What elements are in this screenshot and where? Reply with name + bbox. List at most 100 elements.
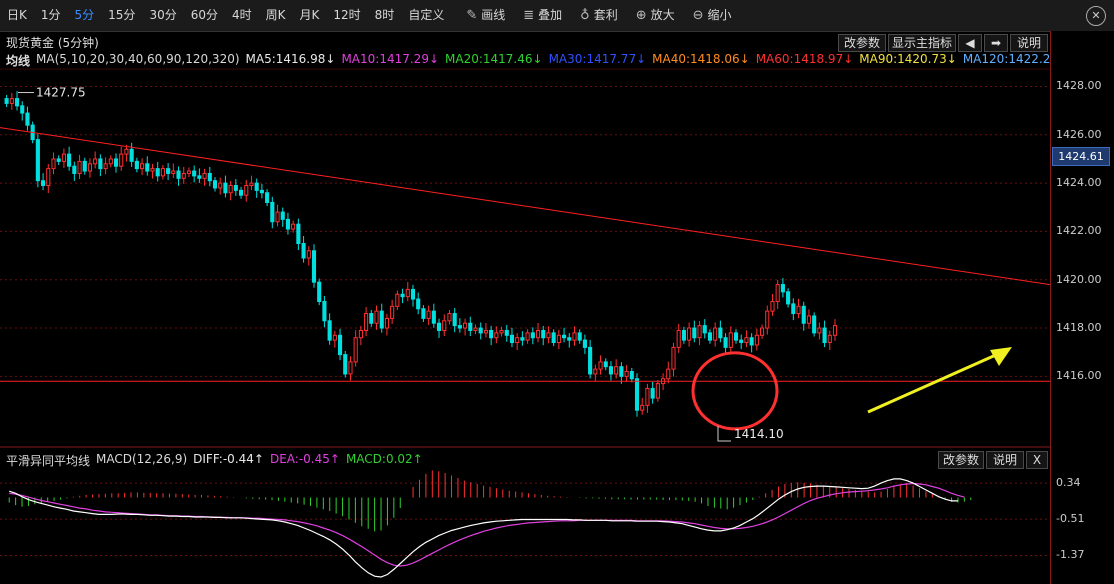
candle-body bbox=[442, 320, 447, 331]
period-tab[interactable]: 60分 bbox=[190, 8, 218, 22]
macd-params-button[interactable]: 改参数 bbox=[938, 451, 984, 469]
candle-body bbox=[280, 211, 285, 220]
candle-body bbox=[556, 334, 561, 344]
candle-body bbox=[311, 250, 317, 283]
candle-body bbox=[463, 322, 468, 329]
candle-body bbox=[671, 346, 676, 370]
ma-legend-item: MA10:1417.29↓ bbox=[341, 52, 440, 66]
candle-body bbox=[119, 153, 124, 167]
macd-legend-item: DEA:-0.45↑ bbox=[269, 452, 340, 466]
candle-body bbox=[796, 305, 801, 315]
tool-moneybag[interactable]: ♁ 套利 bbox=[571, 0, 627, 31]
instrument-title: 现货黄金 (5分钟) bbox=[6, 36, 99, 50]
ma-legend-item: MA30:1417.77↓ bbox=[548, 52, 647, 66]
candle-body bbox=[655, 383, 660, 399]
candle-body bbox=[562, 334, 567, 339]
zoom-in-icon: ⊕ bbox=[635, 8, 647, 23]
candle-body bbox=[166, 168, 171, 174]
candle-body bbox=[197, 175, 202, 179]
candle-body bbox=[51, 158, 56, 170]
pencil-icon: ✎ bbox=[466, 8, 478, 23]
candle-body bbox=[317, 281, 322, 302]
candle-body bbox=[160, 168, 165, 177]
highlight-circle bbox=[691, 351, 779, 431]
candle-body bbox=[436, 322, 442, 331]
tool-label: 叠加 bbox=[538, 8, 563, 22]
candle-body bbox=[207, 172, 212, 182]
candle-body bbox=[744, 337, 749, 344]
tool-pencil[interactable]: ✎ 画线 bbox=[457, 0, 514, 31]
period-tab[interactable]: 周K bbox=[265, 8, 286, 22]
candle-body bbox=[212, 180, 218, 189]
candle-body bbox=[322, 300, 327, 322]
candle-body bbox=[390, 305, 395, 319]
candle-body bbox=[332, 334, 337, 341]
macd-help-button[interactable]: 说明 bbox=[986, 451, 1024, 469]
low-marker bbox=[717, 426, 731, 442]
macd-close-button[interactable]: X bbox=[1026, 451, 1048, 469]
period-tab[interactable]: 8时 bbox=[374, 8, 395, 22]
tool-label: 放大 bbox=[650, 8, 675, 22]
candle-body bbox=[775, 284, 780, 302]
candle-body bbox=[634, 378, 640, 411]
macd-axis-label: -0.51 bbox=[1056, 512, 1085, 526]
candle-body bbox=[20, 105, 25, 114]
candle-body bbox=[494, 332, 499, 339]
tool-stack[interactable]: ≣ 叠加 bbox=[514, 0, 571, 31]
period-tab[interactable]: 4时 bbox=[232, 8, 252, 22]
tool-zoom-out[interactable]: ⊖ 缩小 bbox=[684, 0, 741, 31]
tool-label: 缩小 bbox=[707, 8, 732, 22]
candle-body bbox=[327, 320, 332, 341]
candle-body bbox=[530, 332, 535, 339]
arrow-head bbox=[990, 347, 1012, 366]
candle-body bbox=[426, 310, 431, 319]
candle-body bbox=[681, 329, 686, 341]
candle-body bbox=[306, 250, 311, 259]
candle-body bbox=[546, 332, 551, 339]
candle-body bbox=[812, 315, 817, 334]
period-tab[interactable]: 5分 bbox=[74, 8, 95, 22]
tool-zoom-in[interactable]: ⊕ 放大 bbox=[627, 0, 684, 31]
candle-body bbox=[718, 327, 723, 339]
period-tab[interactable]: 12时 bbox=[333, 8, 361, 22]
candle-body bbox=[582, 339, 587, 348]
prev-arrow-icon[interactable]: ◀ bbox=[958, 34, 982, 52]
candle-body bbox=[749, 337, 754, 346]
candle-body bbox=[739, 339, 744, 344]
period-tab[interactable]: 自定义 bbox=[408, 8, 445, 22]
candle-body bbox=[238, 189, 244, 196]
ma-legend-item: MA60:1418.97↓ bbox=[755, 52, 854, 66]
candle-body bbox=[410, 288, 416, 300]
candle-body bbox=[134, 160, 139, 170]
macd-axis-label: 0.34 bbox=[1056, 476, 1081, 490]
params-button[interactable]: 改参数 bbox=[838, 34, 886, 52]
period-tab[interactable]: 月K bbox=[299, 8, 320, 22]
period-tab[interactable]: 日K bbox=[7, 8, 27, 22]
candle-body bbox=[707, 332, 713, 341]
candle-body bbox=[702, 325, 707, 334]
candle-body bbox=[145, 163, 150, 172]
price-axis: 1428.00 1426.00 1424.00 1422.00 1420.00 1418.… bbox=[1050, 31, 1114, 584]
period-tab[interactable]: 15分 bbox=[108, 8, 136, 22]
candle-body bbox=[285, 218, 291, 230]
moneybag-icon: ♁ bbox=[580, 8, 590, 23]
candle-body bbox=[629, 371, 634, 380]
candle-body bbox=[713, 327, 718, 341]
help-button[interactable]: 说明 bbox=[1010, 34, 1048, 52]
candle-body bbox=[551, 332, 556, 344]
show-indicator-button[interactable]: 显示主指标 bbox=[888, 34, 956, 52]
chart-tools: ✎ 画线 ≣ 叠加 ♁ 套利 ⊕ 放大 ⊖ 缩小 bbox=[457, 0, 740, 31]
candle-body bbox=[733, 332, 739, 341]
candle-body bbox=[343, 354, 348, 375]
candle-body bbox=[14, 98, 20, 107]
close-icon[interactable]: ✕ bbox=[1086, 6, 1106, 26]
next-arrow-icon[interactable]: ➡ bbox=[984, 34, 1008, 52]
candle-body bbox=[525, 332, 530, 341]
candle-body bbox=[275, 211, 280, 223]
period-tab[interactable]: 1分 bbox=[40, 8, 61, 22]
period-tab[interactable]: 30分 bbox=[149, 8, 177, 22]
candle-body bbox=[457, 325, 462, 329]
candle-body bbox=[697, 325, 702, 339]
stack-icon: ≣ bbox=[523, 8, 535, 23]
